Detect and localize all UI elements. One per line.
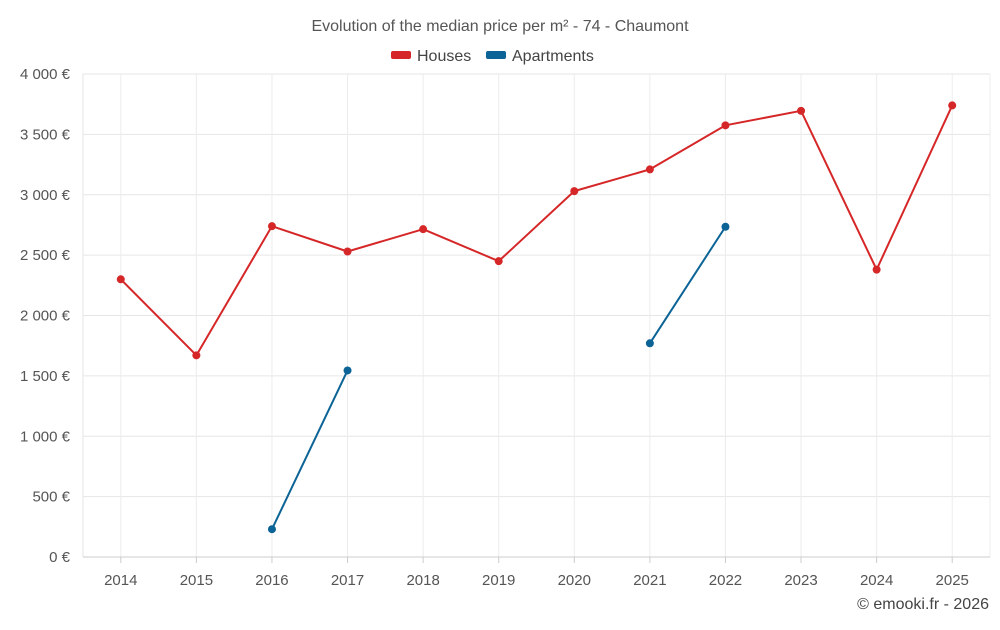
legend-item-apartments[interactable]: Apartments bbox=[486, 48, 594, 65]
legend-swatch bbox=[391, 51, 411, 59]
houses-data-point[interactable] bbox=[570, 187, 579, 196]
grid bbox=[83, 73, 990, 558]
houses-data-point[interactable] bbox=[267, 222, 276, 231]
x-tick-label: 2021 bbox=[633, 572, 666, 589]
houses-data-point[interactable] bbox=[797, 106, 806, 115]
x-tick-label: 2016 bbox=[255, 572, 288, 589]
y-tick-label: 3 000 € bbox=[20, 187, 71, 204]
apartments-data-point[interactable] bbox=[267, 525, 276, 534]
houses-data-point[interactable] bbox=[494, 257, 503, 266]
legend-swatch bbox=[486, 51, 506, 59]
y-tick-label: 1 500 € bbox=[20, 368, 71, 385]
houses-data-point[interactable] bbox=[116, 275, 125, 284]
houses-data-point[interactable] bbox=[343, 247, 352, 256]
apartments-series-line bbox=[271, 370, 349, 530]
legend-label: Houses bbox=[417, 48, 471, 65]
x-tick-label: 2023 bbox=[784, 572, 817, 589]
apartments-data-point[interactable] bbox=[645, 339, 654, 348]
x-tick-label: 2017 bbox=[331, 572, 364, 589]
x-tick-label: 2014 bbox=[104, 572, 137, 589]
x-tick-label: 2015 bbox=[180, 572, 213, 589]
houses-series-line bbox=[120, 104, 954, 357]
axes: 0 € 500 € 1 000 € 1 500 € 2 000 € 2 500 € 3 00… bbox=[20, 66, 991, 589]
y-tick-label: 2 000 € bbox=[20, 308, 71, 325]
y-tick-label: 4 000 € bbox=[20, 66, 71, 83]
x-tick-label: 2018 bbox=[406, 572, 439, 589]
houses-data-point[interactable] bbox=[872, 265, 881, 274]
y-tick-label: 2 500 € bbox=[20, 247, 71, 264]
legend-item-houses[interactable]: Houses bbox=[391, 48, 471, 65]
series-layer bbox=[116, 101, 957, 534]
houses-data-point[interactable] bbox=[948, 101, 957, 110]
apartments-data-point[interactable] bbox=[343, 366, 352, 375]
x-tick-label: 2025 bbox=[936, 572, 969, 589]
x-tick-label: 2019 bbox=[482, 572, 515, 589]
y-tick-label: 0 € bbox=[49, 549, 71, 566]
y-tick-label: 3 500 € bbox=[20, 126, 71, 143]
houses-data-point[interactable] bbox=[721, 121, 730, 130]
x-tick-label: 2022 bbox=[709, 572, 742, 589]
y-tick-label: 1 000 € bbox=[20, 428, 71, 445]
apartments-series-line bbox=[649, 226, 727, 344]
legend-label: Apartments bbox=[512, 48, 594, 65]
credit-text: © emooki.fr - 2026 bbox=[857, 596, 989, 613]
x-tick-label: 2024 bbox=[860, 572, 893, 589]
houses-data-point[interactable] bbox=[419, 225, 428, 234]
y-tick-label: 500 € bbox=[32, 489, 70, 506]
houses-data-point[interactable] bbox=[192, 351, 201, 360]
chart-title: Evolution of the median price per m² - 7… bbox=[311, 18, 689, 35]
houses-data-point[interactable] bbox=[645, 165, 654, 174]
x-tick-label: 2020 bbox=[558, 572, 591, 589]
apartments-data-point[interactable] bbox=[721, 222, 730, 231]
legend[interactable]: Houses Apartments bbox=[391, 48, 594, 65]
